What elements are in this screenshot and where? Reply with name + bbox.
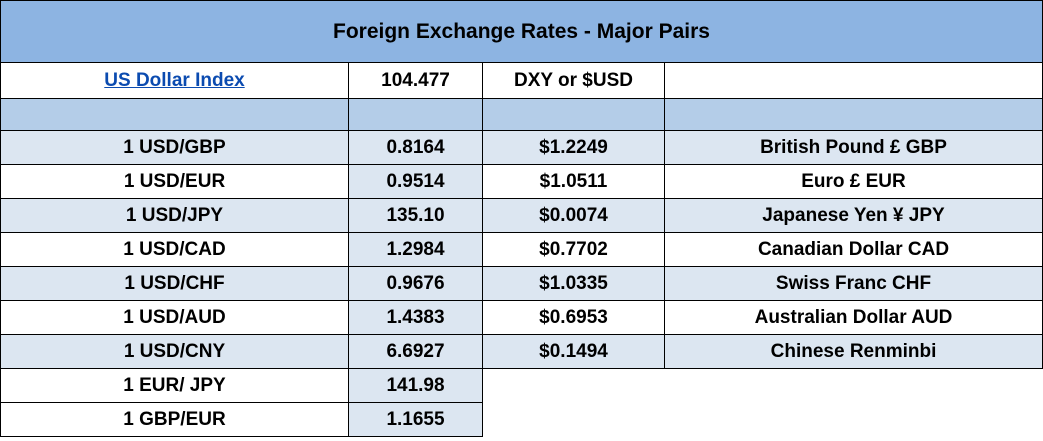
pair: 1 EUR/ JPY [0, 368, 349, 403]
pair: 1 USD/EUR [0, 164, 349, 199]
currency-name-text: Euro £ EUR [801, 170, 906, 192]
currency-name-text: Japanese Yen ¥ JPY [762, 204, 945, 226]
currency-name: Japanese Yen ¥ JPY [664, 198, 1043, 233]
usd-value-text: $0.0074 [539, 204, 608, 226]
pair-text: 1 USD/CNY [123, 340, 226, 362]
index-label: US Dollar Index [0, 62, 349, 99]
usd-value-text: $0.7702 [539, 238, 608, 260]
usd-value: $1.2249 [482, 130, 665, 165]
pair-text: 1 USD/EUR [123, 170, 226, 192]
pair: 1 USD/AUD [0, 300, 349, 335]
usd-value: $1.0511 [482, 164, 665, 199]
currency-name: Swiss Franc CHF [664, 266, 1043, 301]
spacer-cell [0, 98, 349, 131]
rate: 6.6927 [348, 334, 483, 369]
usd-value-text: $1.2249 [539, 136, 608, 158]
rate-text: 141.98 [386, 374, 445, 396]
currency-name: Canadian Dollar CAD [664, 232, 1043, 267]
pair: 1 USD/GBP [0, 130, 349, 165]
usd-value: $0.1494 [482, 334, 665, 369]
currency-name-text: Australian Dollar AUD [754, 306, 953, 328]
spacer-cell [348, 98, 483, 131]
pair-text: 1 USD/CHF [124, 272, 225, 294]
currency-name-text: Canadian Dollar CAD [757, 238, 950, 260]
pair-text: 1 USD/GBP [123, 136, 226, 158]
currency-name: Chinese Renminbi [664, 334, 1043, 369]
currency-name-text: Swiss Franc CHF [775, 272, 932, 294]
index-label-text[interactable]: US Dollar Index [104, 69, 245, 91]
usd-value-text: $0.1494 [539, 340, 608, 362]
currency-name: British Pound £ GBP [664, 130, 1043, 165]
pair-text: 1 USD/CAD [123, 238, 226, 260]
usd-value-text: $1.0511 [539, 170, 608, 192]
rate: 1.1655 [348, 402, 483, 437]
usd-value-text: $0.6953 [539, 306, 608, 328]
currency-name-text: British Pound £ GBP [760, 136, 947, 158]
rate: 135.10 [348, 198, 483, 233]
rate-text: 135.10 [386, 204, 445, 226]
index-note: DXY or $USD [482, 62, 665, 99]
currency-name: Euro £ EUR [664, 164, 1043, 199]
pair: 1 USD/JPY [0, 198, 349, 233]
table-title-text: Foreign Exchange Rates - Major Pairs [333, 19, 710, 43]
rate-text: 0.8164 [386, 136, 445, 158]
pair: 1 GBP/EUR [0, 402, 349, 437]
currency-name: Australian Dollar AUD [664, 300, 1043, 335]
rate: 0.9514 [348, 164, 483, 199]
index-empty [664, 62, 1043, 99]
rate: 1.2984 [348, 232, 483, 267]
usd-value: $1.0335 [482, 266, 665, 301]
pair-text: 1 GBP/EUR [123, 408, 226, 430]
usd-value-text: $1.0335 [539, 272, 608, 294]
rate-text: 6.6927 [386, 340, 445, 362]
spacer-cell [664, 98, 1043, 131]
index-value: 104.477 [348, 62, 483, 99]
rate: 141.98 [348, 368, 483, 403]
pair: 1 USD/CHF [0, 266, 349, 301]
rate-text: 0.9514 [386, 170, 445, 192]
rate-text: 1.2984 [386, 238, 445, 260]
table-title: Foreign Exchange Rates - Major Pairs [0, 0, 1043, 63]
usd-value: $0.0074 [482, 198, 665, 233]
pair: 1 USD/CAD [0, 232, 349, 267]
pair: 1 USD/CNY [0, 334, 349, 369]
index-value-text: 104.477 [381, 69, 450, 91]
usd-value: $0.6953 [482, 300, 665, 335]
index-note-text: DXY or $USD [514, 69, 633, 91]
currency-name-text: Chinese Renminbi [770, 340, 937, 362]
rate: 0.9676 [348, 266, 483, 301]
usd-value: $0.7702 [482, 232, 665, 267]
pair-text: 1 EUR/ JPY [123, 374, 226, 396]
rate-text: 0.9676 [386, 272, 445, 294]
rate-text: 1.4383 [386, 306, 445, 328]
rate: 0.8164 [348, 130, 483, 165]
rate: 1.4383 [348, 300, 483, 335]
spacer-cell [482, 98, 665, 131]
pair-text: 1 USD/AUD [123, 306, 226, 328]
rate-text: 1.1655 [386, 408, 445, 430]
pair-text: 1 USD/JPY [125, 204, 224, 226]
